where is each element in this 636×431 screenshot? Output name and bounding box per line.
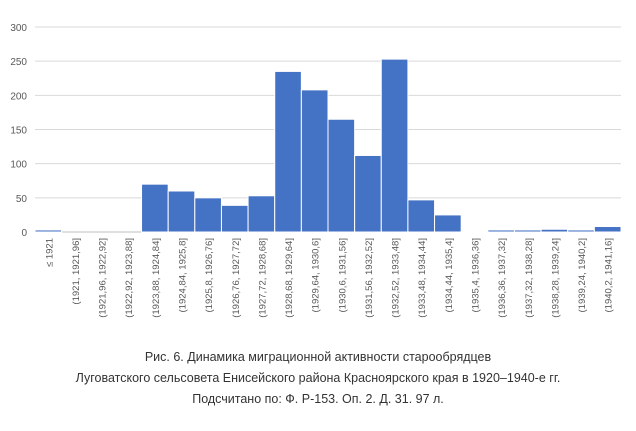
bar [460,230,489,233]
bar [167,190,196,233]
y-tick-label: 0 [21,228,27,239]
bar [194,197,222,233]
bar [34,229,63,233]
bar [593,226,622,233]
x-tick-label: (1935,4, 1936,36] [471,238,482,312]
x-tick-label: (1928,68, 1929,64] [284,238,295,318]
figure-caption-line-2: Луговатского сельсовета Енисейского райо… [75,371,561,385]
y-axis-tick-labels: 0 50 100 150 200 250 300 [10,23,27,239]
x-tick-label: (1934,44, 1935,4] [444,238,455,312]
x-tick-label: (1926,76, 1927,72] [231,238,242,318]
x-tick-label: (1923,88, 1924,84] [151,238,162,318]
bar [434,214,462,233]
x-tick-label: ≤ 1921 [44,238,55,267]
bar [407,199,436,233]
bar [220,204,249,233]
x-tick-label: (1937,32, 1938,28] [524,238,535,318]
y-tick-label: 300 [10,23,27,34]
x-tick-label: (1925,8, 1926,76] [204,238,215,312]
x-tick-label: (1938,28, 1939,24] [550,238,561,318]
histogram-chart: 0 50 100 150 200 250 300 ≤ 1921 (1921, 1921,96]… [10,23,622,318]
x-tick-label: (1929,64, 1930,6] [311,238,322,312]
x-tick-label: (1922,92, 1923,88] [124,238,135,318]
x-tick-label: (1927,72, 1928,68] [257,238,268,318]
bar [300,89,329,233]
bar [487,229,515,233]
y-tick-label: 150 [10,126,27,137]
figure-caption-line-1: Рис. 6. Динамика миграционной активности… [144,350,492,364]
x-tick-label: (1940,2, 1941,16] [604,238,615,312]
x-axis-tick-labels: ≤ 1921 (1921, 1921,96] (1921,96, 1922,92] (… [44,238,614,318]
x-tick-label: (1930,6, 1931,56] [337,238,348,312]
bar [380,58,409,233]
bar [247,195,276,233]
bar [141,183,169,233]
x-tick-label: (1939,24, 1940,2] [577,238,588,312]
x-tick-label: (1924,84, 1925,8] [178,238,189,312]
bar [274,70,302,233]
x-tick-label: (1932,52, 1933,48] [391,238,402,318]
x-tick-label: (1933,48, 1934,44] [417,238,428,318]
x-tick-label: (1921, 1921,96] [71,238,82,305]
y-tick-label: 100 [10,160,27,171]
bar [354,154,382,233]
x-tick-label: (1936,36, 1937,32] [497,238,508,318]
x-tick-label: (1931,56, 1932,52] [364,238,375,318]
bars [34,58,622,233]
figure-caption-line-3: Подсчитано по: Ф. Р-153. Оп. 2. Д. 31. 9… [192,392,444,406]
y-tick-label: 50 [16,194,28,205]
x-tick-label: (1921,96, 1922,92] [98,238,109,318]
bar [327,118,356,233]
bar [567,229,595,233]
bar [540,228,569,233]
y-tick-label: 250 [10,57,27,68]
bar [513,229,542,233]
y-tick-label: 200 [10,91,27,102]
